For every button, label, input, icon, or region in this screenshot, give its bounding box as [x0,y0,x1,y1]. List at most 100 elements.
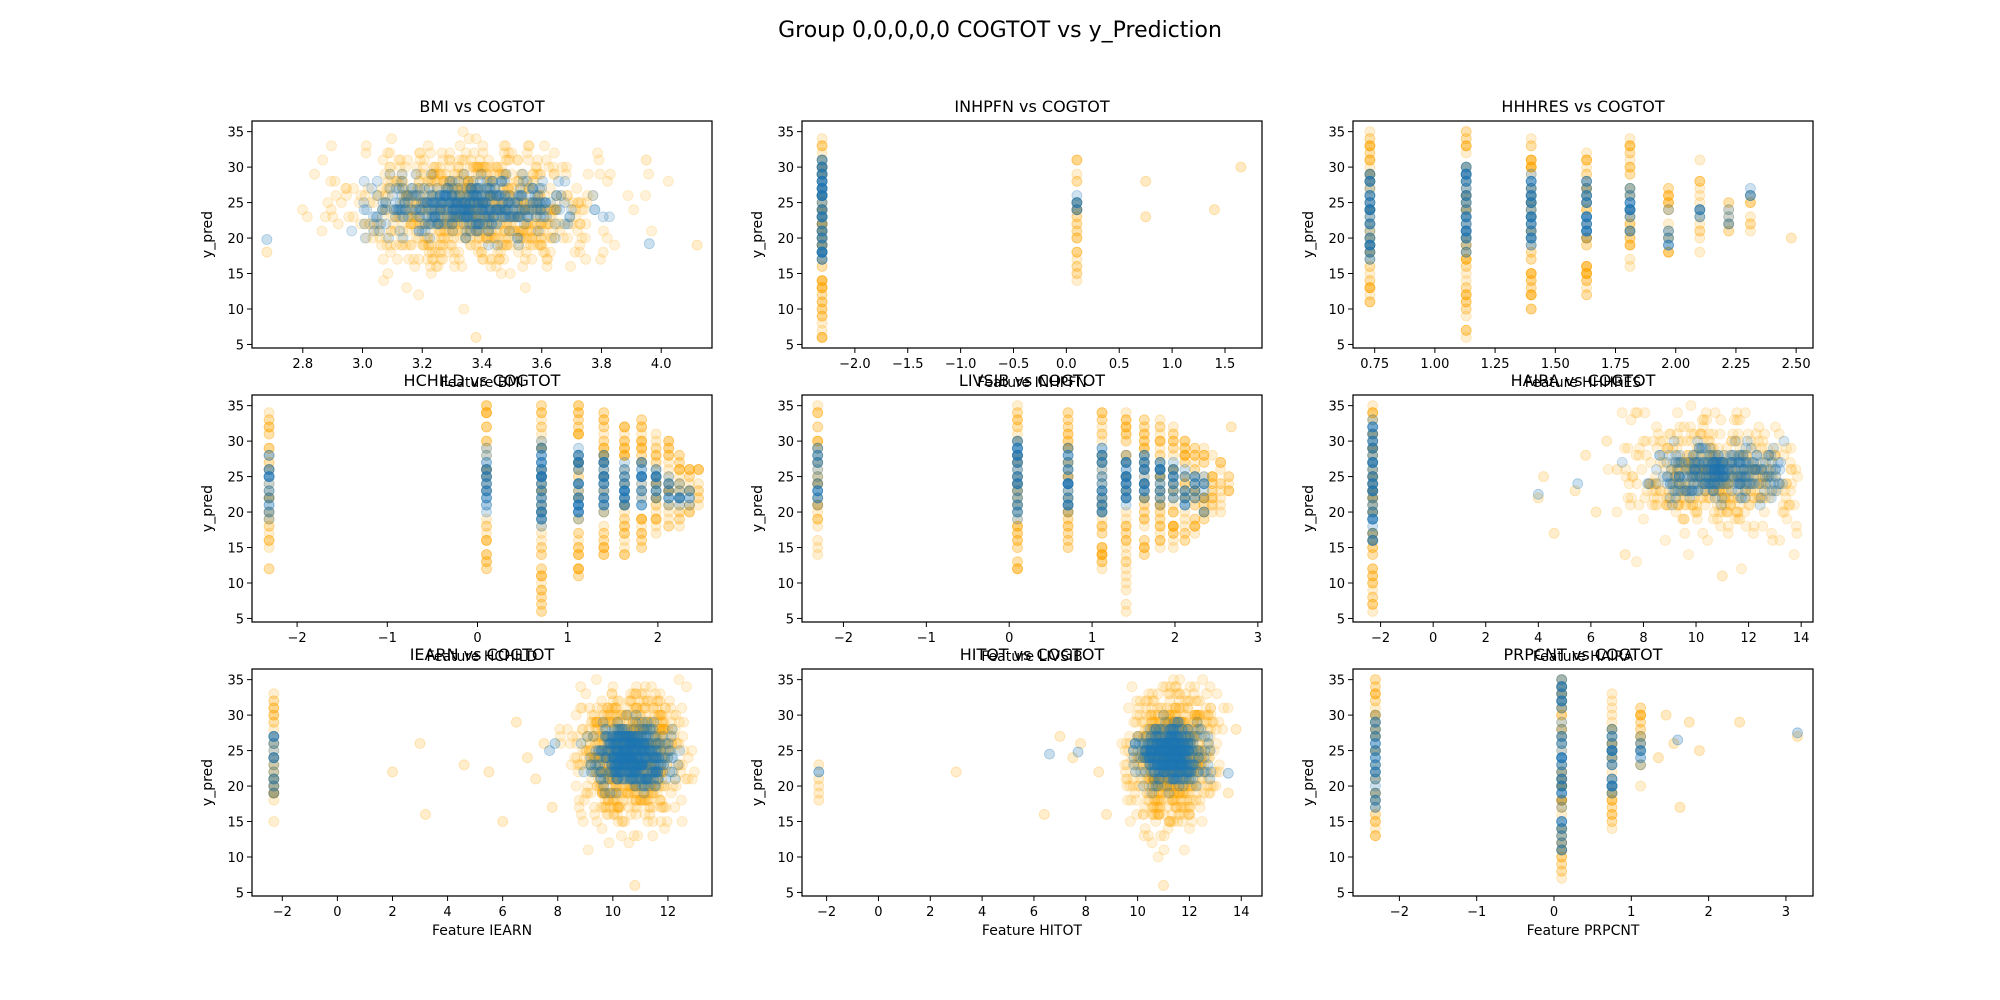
data-point [453,253,465,265]
data-point [346,225,358,237]
data-point [380,218,392,230]
data-point [426,204,438,216]
data-point [464,190,475,201]
data-point [452,211,464,223]
data-point [1179,464,1191,475]
data-point [1791,520,1802,532]
data-point [816,232,828,244]
data-point [460,197,472,209]
x-tick-label: 2.8 [292,357,313,372]
data-point [428,190,440,201]
data-point [519,204,531,216]
data-point [1071,175,1083,187]
data-point [506,147,518,159]
data-point [489,239,501,251]
y-tick-label: 25 [227,197,244,212]
data-point [403,211,415,223]
data-point [527,197,539,209]
data-point [1581,175,1592,187]
data-point [464,175,476,187]
x-tick-label: 3.6 [531,357,552,372]
data-point [340,182,351,194]
data-point [448,182,460,194]
data-point [1732,471,1744,483]
data-point [466,182,478,194]
data-point [417,239,429,251]
point-layer [816,133,1247,343]
data-point [423,239,435,251]
data-point [509,211,520,223]
y-tick-label: 30 [777,161,794,176]
y-tick-label: 5 [1337,612,1345,627]
data-point [458,211,470,223]
data-point [469,197,481,209]
data-point [598,542,610,553]
data-point [417,197,429,209]
data-point [263,563,275,575]
data-point [417,197,429,209]
data-point [444,154,456,166]
data-point [480,204,492,216]
data-point [598,414,610,426]
data-point [407,182,419,194]
data-point [498,253,510,265]
data-point [561,161,572,173]
data-point [646,225,657,237]
data-point [535,204,547,216]
data-point [470,161,482,173]
data-point [455,211,467,223]
data-point [482,182,494,194]
data-point [399,204,411,216]
data-point [448,190,460,201]
data-point [473,211,485,223]
data-point [392,211,404,223]
x-tick-label: 2.25 [1721,357,1750,372]
data-point [463,197,475,209]
data-point [520,218,532,230]
data-point [332,218,344,230]
x-tick-label: 8 [1639,631,1647,646]
data-point [575,197,587,209]
data-point [435,253,446,265]
data-point [534,168,546,180]
data-point [417,161,429,173]
data-point [579,204,590,216]
data-point [567,197,579,209]
data-point [1460,324,1472,336]
data-point [442,182,454,194]
data-point [514,225,526,237]
y-tick-label: 15 [227,542,244,557]
data-point [562,190,574,201]
data-point [561,190,573,201]
data-point [549,204,561,216]
data-point [434,218,445,230]
data-point [1138,513,1150,525]
data-point [1154,442,1166,454]
data-point [510,211,521,223]
data-point [1154,471,1166,483]
data-point [513,211,525,223]
data-point [1096,527,1108,539]
data-point [381,204,392,216]
data-point [1778,435,1790,447]
data-point [446,175,458,187]
data-point [534,204,546,216]
data-point [406,197,418,209]
data-point [1723,218,1735,230]
data-point [483,218,495,230]
data-point [429,175,441,187]
data-point [650,513,662,525]
data-point [442,182,454,194]
data-point [513,197,524,209]
data-point [397,175,409,187]
data-point [1651,464,1662,475]
data-point [456,197,468,209]
data-point [536,570,547,582]
data-point [1062,428,1074,440]
data-point [1209,204,1220,216]
data-point [693,464,704,475]
data-point [419,232,431,244]
data-point [1198,456,1210,468]
data-point [433,218,445,230]
